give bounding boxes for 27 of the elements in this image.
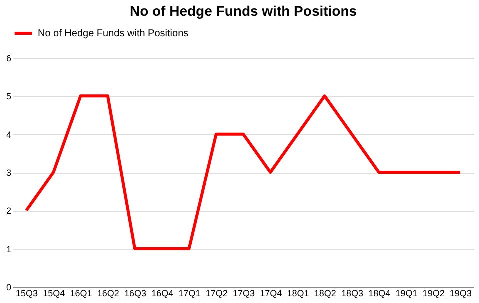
x-tick-label: 18Q2 (314, 288, 336, 298)
x-tick-label: 19Q1 (396, 288, 418, 298)
y-tick-label: 4 (6, 130, 12, 140)
x-tick-label: 19Q2 (422, 288, 445, 298)
x-tick-label: 17Q4 (260, 288, 282, 298)
legend-label: No of Hedge Funds with Positions (38, 28, 189, 40)
x-tick-label: 16Q1 (70, 288, 92, 298)
x-tick-label: 17Q1 (178, 288, 201, 298)
y-tick-label: 2 (6, 206, 12, 216)
x-tick-label: 19Q3 (450, 288, 472, 298)
x-tick-label: 15Q4 (43, 288, 66, 298)
y-tick-label: 3 (6, 168, 12, 178)
x-tick-label: 16Q3 (124, 288, 147, 298)
y-tick-label: 1 (6, 244, 12, 254)
x-tick-label: 16Q2 (97, 288, 120, 298)
x-tick-label: 17Q3 (232, 288, 256, 298)
x-tick-label: 16Q4 (152, 288, 174, 298)
y-tick-label: 5 (6, 92, 12, 102)
x-tick-label: 15Q3 (16, 288, 38, 298)
chart-title: No of Hedge Funds with Positions (130, 3, 358, 19)
y-tick-label: 0 (6, 282, 12, 292)
y-tick-label: 6 (6, 54, 12, 64)
x-tick-label: 18Q1 (287, 288, 310, 298)
line-series (25, 94, 462, 250)
x-tick-label: 18Q3 (341, 288, 364, 298)
x-tick-label: 17Q2 (206, 288, 228, 298)
x-tick-label: 18Q4 (368, 288, 391, 298)
